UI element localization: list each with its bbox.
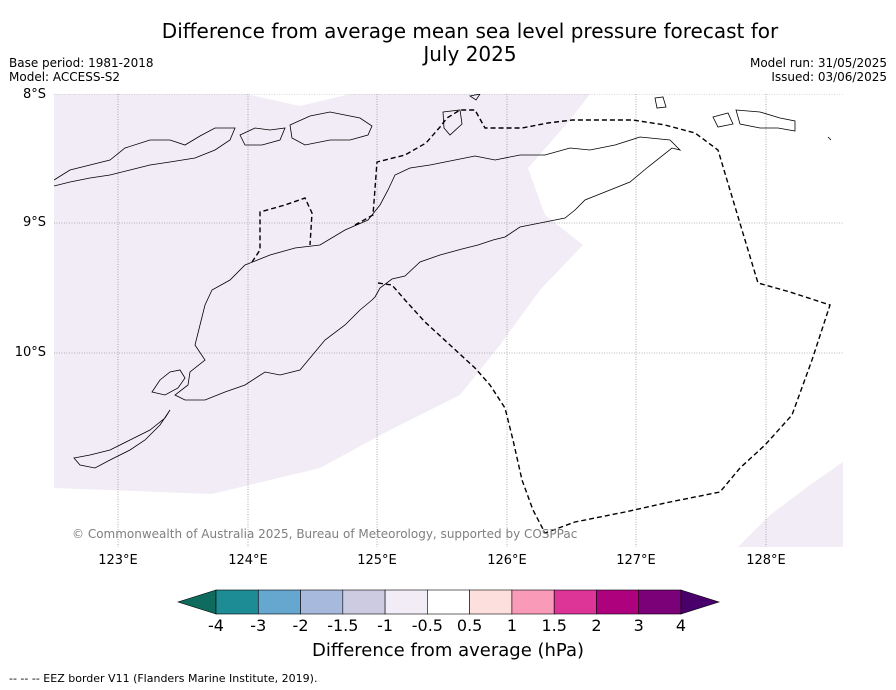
colorbar-tick-label: -1: [377, 616, 394, 635]
colorbar-segment: [596, 589, 640, 615]
rote-island: [73, 409, 171, 469]
colorbar-segment: [427, 589, 470, 615]
colorbar-segment: [257, 589, 301, 615]
colorbar-segment: [300, 589, 344, 615]
colorbar-extend-low: [177, 589, 217, 615]
colorbar-tick-label: -3: [250, 616, 267, 635]
lat-label-10s: 10°S: [14, 345, 46, 360]
shaded-region-west: [54, 94, 590, 494]
colorbar-segment: [384, 589, 428, 615]
run-info: Model run: 31/05/2025 Issued: 03/06/2025: [750, 56, 887, 84]
colorbar-segment: [511, 589, 555, 615]
flores-island: [54, 127, 236, 187]
colorbar-extend-high: [680, 589, 720, 615]
small-island-3: [735, 109, 796, 132]
wetar-island: [289, 111, 373, 146]
map-title: Difference from average mean sea level p…: [120, 20, 820, 66]
small-island-5: [468, 94, 481, 101]
shaded-region-southeast: [738, 462, 843, 547]
small-island-6: [827, 136, 832, 141]
lat-label-8s: 8°S: [22, 87, 46, 102]
colorbar-segment: [469, 589, 513, 615]
base-period: Base period: 1981-2018: [9, 56, 154, 70]
model-name: Model: ACCESS-S2: [9, 70, 121, 84]
colorbar: [177, 589, 720, 615]
small-island-4: [442, 109, 463, 136]
eez-border-oecusse: [251, 197, 313, 263]
lon-label-128e: 128°E: [746, 553, 786, 568]
colorbar-title: Difference from average (hPa): [311, 640, 585, 661]
eez-borders: [251, 109, 831, 534]
lon-label-126e: 126°E: [487, 553, 527, 568]
colorbar-segment: [215, 589, 259, 615]
colorbar-tick-label: -4: [208, 616, 224, 635]
lon-label-125e: 125°E: [357, 553, 397, 568]
colorbar-tick-label: -1.5: [327, 616, 359, 635]
sumba-island: [151, 369, 186, 396]
coastlines: [54, 94, 832, 469]
colorbar-segment: [553, 589, 597, 615]
small-island-2: [712, 112, 734, 128]
small-island-1: [654, 96, 667, 109]
colorbar-tick-label: 2: [591, 616, 602, 635]
graticule: [54, 94, 843, 547]
colorbar-tick-label: 1: [506, 616, 517, 635]
colorbar-tick-label: 4: [675, 616, 687, 635]
colorbar-tick-label: -2: [292, 616, 309, 635]
lon-label-123e: 123°E: [98, 553, 138, 568]
lon-label-124e: 124°E: [228, 553, 268, 568]
colorbar-segment: [342, 589, 386, 615]
title-line-1: Difference from average mean sea level p…: [161, 19, 779, 43]
colorbar-tick-label: -0.5: [411, 616, 443, 635]
eez-footnote: -- -- -- EEZ border V11 (Flanders Marine…: [9, 672, 318, 685]
colorbar-tick-label: 3: [633, 616, 644, 635]
title-line-2: July 2025: [423, 42, 517, 66]
copyright-notice: © Commonwealth of Australia 2025, Bureau…: [72, 527, 578, 541]
colorbar-tick-label: 0.5: [456, 616, 483, 635]
model-info: Base period: 1981-2018 Model: ACCESS-S2: [9, 56, 154, 84]
timor-island: [174, 136, 682, 401]
colorbar-tick-label: 1.5: [541, 616, 567, 635]
lon-label-127e: 127°E: [616, 553, 656, 568]
map-area: [54, 94, 843, 547]
alor-island: [239, 127, 286, 146]
colorbar-segment: [638, 589, 682, 615]
issued-date: Issued: 03/06/2025: [771, 70, 887, 84]
model-run: Model run: 31/05/2025: [749, 56, 887, 70]
lat-label-9s: 9°S: [22, 215, 46, 230]
